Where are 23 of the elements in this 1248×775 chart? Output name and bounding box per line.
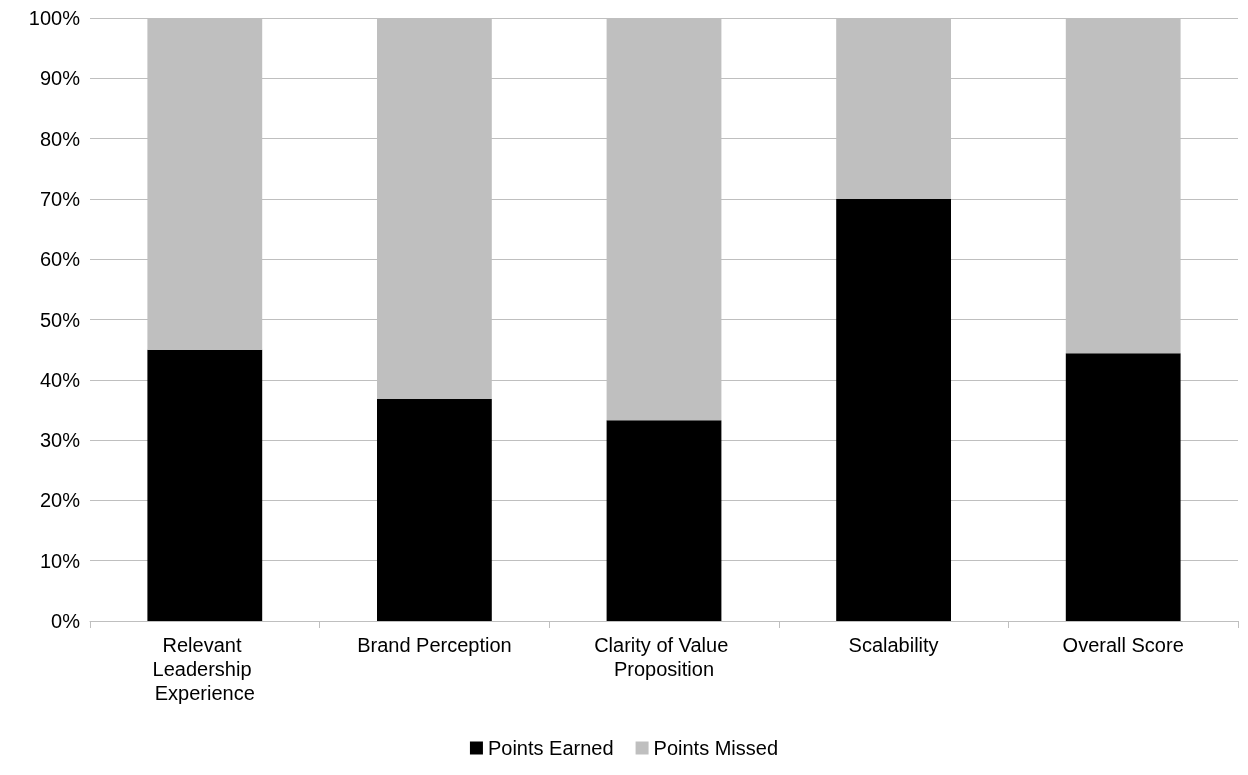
y-tick-label: 50%: [39, 308, 81, 331]
y-tick-label: 30%: [39, 429, 81, 452]
bar: [1065, 353, 1181, 621]
bar: [836, 198, 951, 621]
y-tick-label: 100%: [28, 7, 81, 29]
y-tick-label: 10%: [39, 549, 81, 572]
y-tick-label: 90%: [39, 67, 81, 90]
y-tick-label: 40%: [39, 368, 81, 391]
bar: [377, 399, 492, 621]
y-tick-label: 60%: [39, 248, 81, 271]
x-tick-label: Clarity of Value Proposition: [594, 634, 734, 680]
x-tick-label: Overall Score: [1062, 634, 1184, 656]
legend-label: Points Missed: [653, 737, 779, 759]
x-tick-label: Scalability: [848, 634, 939, 656]
bar: [606, 420, 722, 621]
y-tick-label: 20%: [39, 489, 81, 512]
y-tick-label: 70%: [39, 187, 81, 210]
y-tick-label: 0%: [51, 610, 81, 632]
bar: [147, 349, 263, 621]
legend-label: Points Earned: [487, 737, 614, 759]
x-tick-label: Relevant Leadership Experience: [152, 634, 258, 704]
y-tick-label: 80%: [39, 127, 81, 150]
x-tick-label: Brand Perception: [357, 634, 512, 656]
